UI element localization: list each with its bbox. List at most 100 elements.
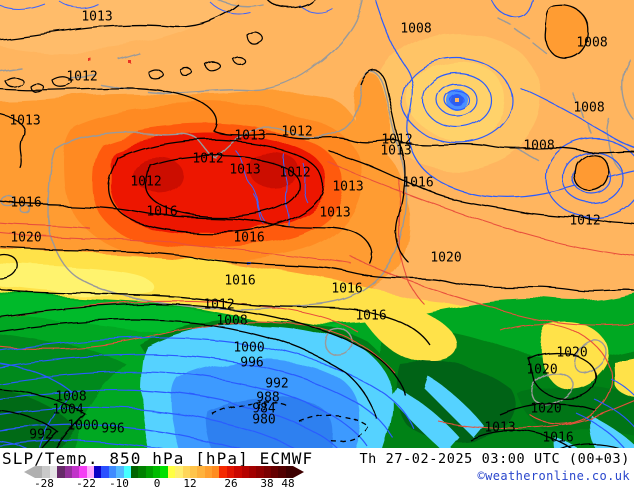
island-outlines — [3, 30, 262, 93]
rivers — [0, 1, 333, 265]
pressure-label: 996 — [101, 422, 124, 437]
colorbar-segment — [189, 466, 198, 478]
colorbar-segment — [175, 466, 183, 478]
pressure-label: 988 — [256, 391, 279, 406]
pressure-label: 1012 — [381, 133, 412, 148]
colorbar-segment — [86, 466, 94, 478]
pressure-label: 1013 — [9, 114, 40, 129]
pressure-label: 1000 — [67, 419, 98, 434]
colorbar-tick-label: -10 — [109, 477, 129, 490]
colorbar-segment — [94, 466, 102, 478]
colorbar-tick-label: 12 — [183, 477, 197, 490]
pressure-label: 1013 — [332, 180, 363, 195]
colorbar-segment — [234, 466, 242, 478]
colorbar-tick-label: 26 — [224, 477, 238, 490]
pressure-label: 1008 — [576, 36, 607, 51]
colorbar-segment — [204, 466, 212, 478]
colorbar-segment — [212, 466, 220, 478]
colorbar-segment — [167, 466, 176, 478]
pressure-label: 984 — [252, 402, 276, 417]
pressure-label: 1008 — [55, 390, 86, 405]
pressure-label: 1020 — [10, 231, 41, 246]
colorbar-segment — [285, 466, 294, 478]
pressure-label: 1016 — [233, 231, 264, 246]
colorbar-segment — [35, 466, 43, 478]
dashed-contours — [211, 401, 369, 443]
pressure-label: 1013 — [380, 144, 411, 159]
pressure-label: 1016 — [331, 282, 362, 297]
pressure-label: 1012 — [569, 214, 600, 229]
map-caption: SLP/Temp. 850 hPa [hPa] ECMWF — [2, 449, 314, 468]
colorbar-segment — [145, 466, 153, 478]
colorbar-segment — [123, 466, 131, 478]
pressure-label: 1016 — [355, 309, 386, 324]
footer: SLP/Temp. 850 hPa [hPa] ECMWF Th 27-02-2… — [0, 448, 634, 490]
colorbar-segment — [57, 466, 65, 478]
colorbar-segment — [71, 466, 80, 478]
colorbar-tick-label: 48 — [281, 477, 295, 490]
pressure-label: 1008 — [400, 22, 431, 37]
colorbar-segment — [248, 466, 257, 478]
colorbar-segment — [256, 466, 264, 478]
colorbar-tick-label: -22 — [76, 477, 96, 490]
pressure-label: 1016 — [10, 196, 41, 211]
colorbar-segment — [49, 466, 58, 478]
pressure-label: 1008 — [573, 101, 604, 116]
colorbar-segment — [271, 466, 279, 478]
isobars-black — [0, 0, 634, 448]
pressure-label: 1013 — [229, 163, 260, 178]
pressure-label: 1013 — [319, 206, 350, 221]
pressure-label: 1012 — [281, 125, 312, 140]
colorbar-segment — [182, 466, 190, 478]
colorbar-tick-label: 0 — [153, 477, 161, 490]
colorbar-segment — [130, 466, 139, 478]
colorbar-segment — [241, 466, 249, 478]
pressure-label: 992 — [265, 377, 288, 392]
pressure-label: 1012 — [279, 166, 310, 181]
temperature-colorbar — [24, 466, 305, 478]
pressure-label: 1012 — [192, 152, 223, 167]
pressure-label: 1012 — [130, 175, 161, 190]
pressure-label: 1020 — [530, 402, 561, 417]
colorbar-segment — [64, 466, 72, 478]
copyright-text: ©weatheronline.co.uk — [477, 469, 630, 483]
cyclone-1-rings — [401, 57, 513, 143]
colorbar-right-arrow-icon — [293, 466, 305, 478]
colorbar-segment — [108, 466, 117, 478]
pressure-label: 1012 — [66, 70, 97, 85]
pressure-label: 1000 — [233, 341, 264, 356]
isobars-blue — [0, 0, 634, 448]
cyclone-eye — [446, 89, 468, 111]
pressure-label: 1020 — [556, 346, 587, 361]
pressure-label: 980 — [252, 413, 275, 428]
colorbar-segment — [197, 466, 205, 478]
colorbar-segment — [226, 466, 235, 478]
colorbar-segment — [116, 466, 124, 478]
pressure-label: 1020 — [430, 251, 461, 266]
pressure-label: 1016 — [146, 205, 177, 220]
pressure-label: 1004 — [52, 403, 83, 418]
colorbar-segment — [263, 466, 271, 478]
pressure-label: 1013 — [81, 10, 112, 25]
pressure-label: 996 — [240, 356, 263, 371]
pressure-label: 1013 — [484, 421, 515, 436]
colorbar-segment — [278, 466, 286, 478]
colorbar-segment — [153, 466, 161, 478]
temperature-field — [0, 0, 634, 448]
pressure-label: 1013 — [234, 129, 265, 144]
pressure-label: 1016 — [224, 274, 255, 289]
pressure-label: 1012 — [203, 298, 234, 313]
colorbar-tick-label: 38 — [260, 477, 274, 490]
colorbar-segment — [101, 466, 109, 478]
pressure-label: 1020 — [526, 363, 557, 378]
pressure-label: 1016 — [402, 176, 433, 191]
pressure-label: 1016 — [542, 431, 573, 446]
colorbar-segment — [138, 466, 146, 478]
colorbar-segment — [160, 466, 168, 478]
colorbar-segment — [79, 466, 87, 478]
colorbar-tick-label: -28 — [34, 477, 54, 490]
forecast-datetime: Th 27-02-2025 03:00 UTC (00+03) — [359, 451, 630, 467]
